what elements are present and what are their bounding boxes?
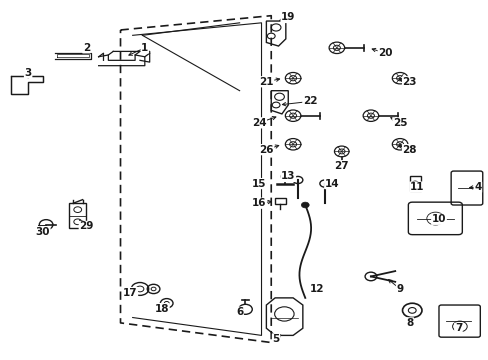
Text: 26: 26: [259, 145, 273, 155]
Text: 11: 11: [409, 182, 424, 192]
Text: 23: 23: [402, 77, 416, 87]
Text: 25: 25: [392, 118, 407, 128]
Text: 22: 22: [302, 96, 317, 107]
Text: 30: 30: [36, 227, 50, 237]
Text: 5: 5: [272, 334, 279, 344]
Text: 9: 9: [396, 284, 403, 294]
Bar: [69, 203, 86, 228]
Text: 21: 21: [259, 77, 273, 87]
Text: 29: 29: [79, 221, 94, 231]
Text: 10: 10: [431, 214, 446, 224]
Text: 24: 24: [251, 118, 266, 128]
Text: 14: 14: [324, 179, 339, 189]
Text: 18: 18: [154, 303, 169, 314]
Text: 20: 20: [378, 48, 392, 58]
Text: 28: 28: [402, 145, 416, 155]
Text: 7: 7: [454, 323, 461, 333]
Bar: [275, 198, 285, 204]
Text: 12: 12: [309, 284, 324, 294]
Text: 3: 3: [24, 68, 32, 78]
Text: 6: 6: [236, 307, 243, 317]
Text: 2: 2: [82, 43, 90, 53]
Text: 19: 19: [281, 13, 295, 22]
Text: 16: 16: [251, 198, 266, 208]
Bar: [409, 176, 420, 191]
Text: 17: 17: [122, 288, 137, 297]
Text: 27: 27: [334, 161, 348, 171]
Circle shape: [301, 202, 308, 208]
Text: 13: 13: [281, 171, 295, 181]
Text: 1: 1: [141, 43, 148, 53]
Text: 4: 4: [473, 182, 481, 192]
Text: 8: 8: [406, 318, 412, 328]
Text: 15: 15: [251, 179, 266, 189]
